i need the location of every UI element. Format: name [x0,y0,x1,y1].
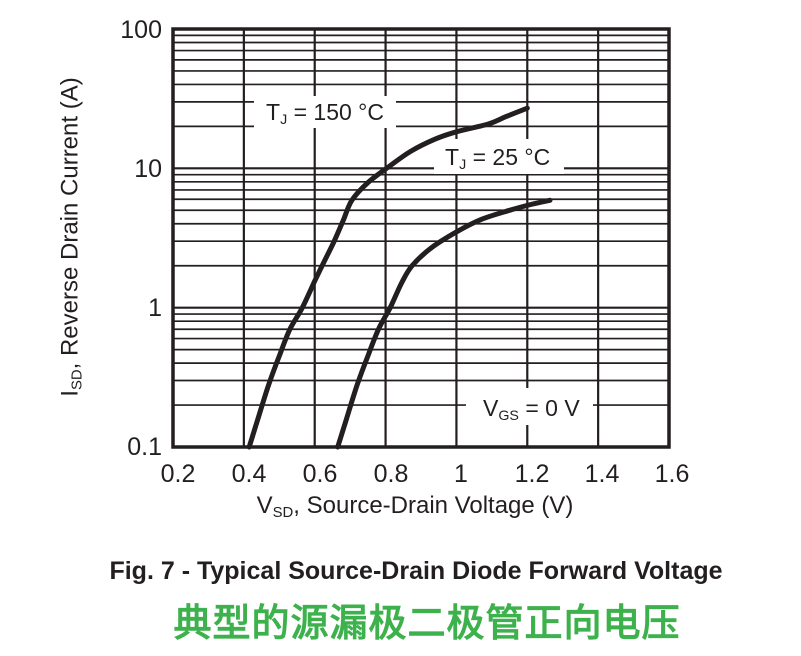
y-tick-1: 1 [148,294,162,322]
x-tick-1p2: 1.2 [514,460,550,488]
x-tick-1p4: 1.4 [584,460,620,488]
x-tick-1p6: 1.6 [654,460,690,488]
x-tick-0p6: 0.6 [302,460,338,488]
y-axis-title: ISD, Reverse Drain Current (A) [56,77,86,397]
y-tick-10: 10 [134,155,162,183]
series-label-tj-150: TJ = 150 °C [266,99,384,128]
annotation-vgs: VGS = 0 V [483,395,580,424]
x-tick-1: 1 [454,460,468,488]
x-axis-title: VSD, Source-Drain Voltage (V) [256,492,574,522]
y-tick-0p1: 0.1 [127,433,162,461]
x-tick-0p2: 0.2 [160,460,196,488]
x-tick-0p8: 0.8 [373,460,409,488]
x-tick-0p4: 0.4 [231,460,267,488]
series-label-tj-25: TJ = 25 °C [445,144,551,173]
figure-caption: Fig. 7 - Typical Source-Drain Diode Forw… [109,557,723,585]
figure-caption-chinese: 典型的源漏极二极管正向电压 [173,603,681,645]
diode-forward-voltage-chart [171,27,671,450]
y-tick-100: 100 [120,16,162,44]
